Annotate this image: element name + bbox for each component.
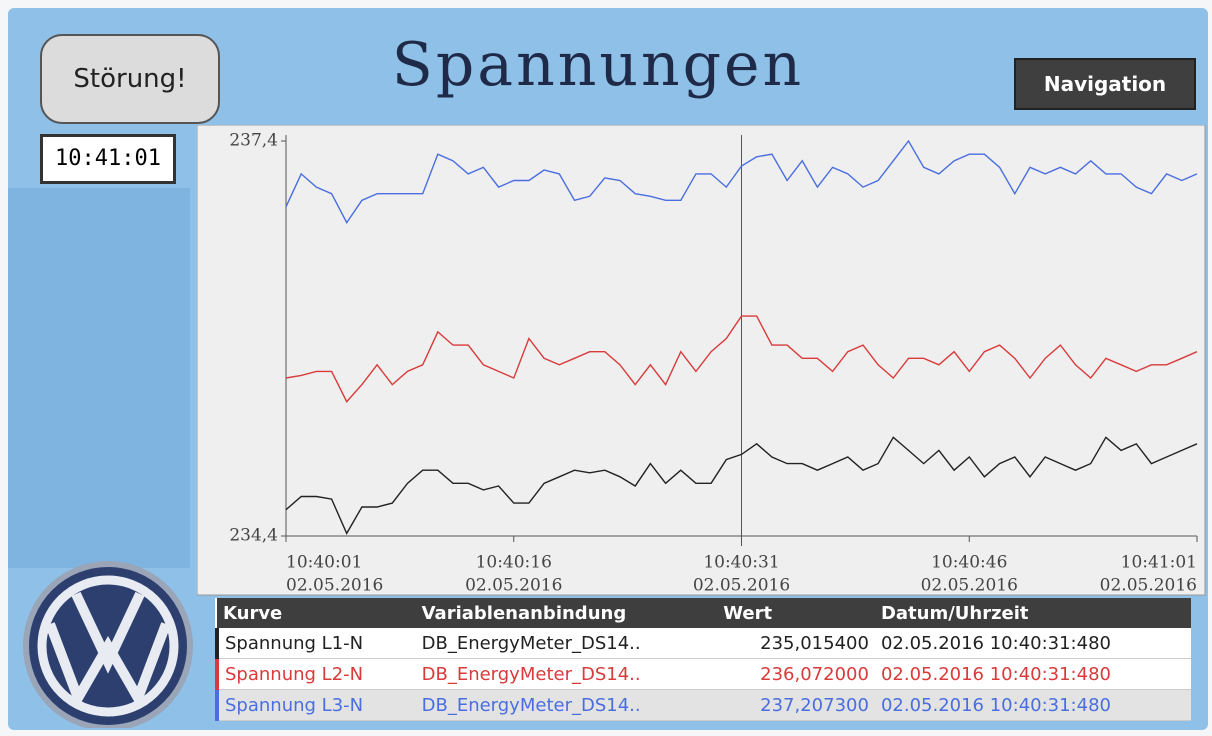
screen-title: Spannungen — [308, 30, 888, 100]
x-tick-date: 02.05.2016 — [693, 576, 790, 596]
trend-chart: 234,4 237,4 10:40:01 02.05.2016 10:40:16 02.0… — [197, 125, 1207, 597]
x-tick-label: 10:40:16 — [476, 553, 552, 573]
table-cell: Spannung L2-N — [217, 659, 416, 690]
x-tick-date: 02.05.2016 — [465, 576, 562, 596]
column-header: Wert — [717, 598, 875, 628]
table-cell: 235,015400 — [717, 628, 875, 659]
table-cell: DB_EnergyMeter_DS14.. — [416, 659, 718, 690]
y-tick-label: 234,4 — [229, 526, 278, 546]
x-tick-date: 02.05.2016 — [286, 576, 383, 596]
alarm-button[interactable]: Störung! — [40, 34, 220, 124]
x-tick-label: 10:40:01 — [286, 553, 362, 573]
logo — [18, 558, 198, 728]
table-cell: DB_EnergyMeter_DS14.. — [416, 690, 718, 721]
x-tick-label: 10:40:46 — [931, 553, 1007, 573]
table-cell: 236,072000 — [717, 659, 875, 690]
y-tick-label: 237,4 — [229, 131, 278, 151]
x-tick-date: 02.05.2016 — [921, 576, 1018, 596]
table-cell: 02.05.2016 10:40:31:480 — [875, 628, 1191, 659]
column-header: Kurve — [217, 598, 416, 628]
chart-panel — [197, 125, 1205, 595]
column-header: Datum/Uhrzeit — [875, 598, 1191, 628]
table-cell: 02.05.2016 10:40:31:480 — [875, 690, 1191, 721]
table-cell: DB_EnergyMeter_DS14.. — [416, 628, 718, 659]
x-tick-date: 02.05.2016 — [1100, 576, 1197, 596]
sidebar — [8, 188, 190, 568]
value-table: Kurve Variablenanbindung Wert Datum/Uhrz… — [215, 598, 1191, 721]
table-cell: Spannung L3-N — [217, 690, 416, 721]
page: Störung! Spannungen Navigation 10:41:01 … — [0, 0, 1212, 736]
table-cell: Spannung L1-N — [217, 628, 416, 659]
table-cell: 02.05.2016 10:40:31:480 — [875, 659, 1191, 690]
clock: 10:41:01 — [40, 134, 176, 184]
x-tick-label: 10:41:01 — [1121, 553, 1197, 573]
navigation-button[interactable]: Navigation — [1014, 58, 1196, 110]
hmi-screen: Störung! Spannungen Navigation 10:41:01 … — [8, 8, 1208, 730]
x-tick-label: 10:40:31 — [703, 553, 779, 573]
table-cell: 237,207300 — [717, 690, 875, 721]
column-header: Variablenanbindung — [416, 598, 718, 628]
